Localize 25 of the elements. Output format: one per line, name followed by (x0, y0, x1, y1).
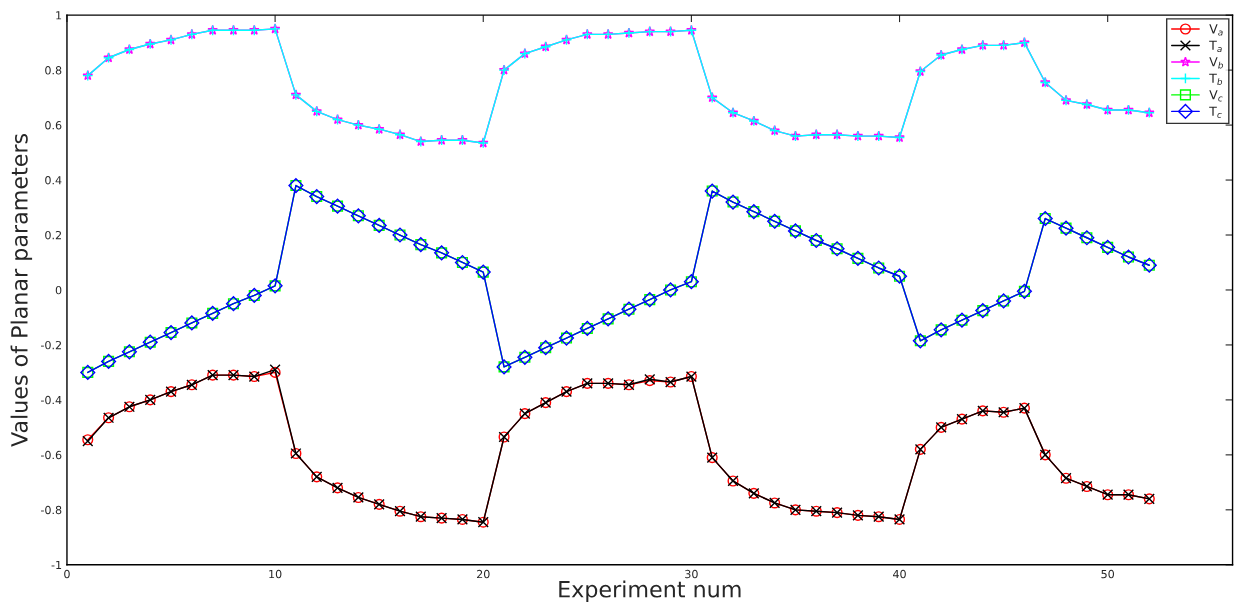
legend-label: T$_{b}$ (1209, 73, 1223, 85)
legend-label: T$_{a}$ (1209, 40, 1222, 53)
legend-label: V$_{c}$ (1209, 90, 1223, 102)
x-tick-label: 0 (64, 569, 70, 579)
x-tick-label: 30 (685, 569, 698, 579)
x-tick-label: 40 (893, 569, 906, 579)
x-tick-label: 10 (269, 569, 282, 579)
y-tick-label: 0.2 (45, 230, 61, 240)
y-tick-label: -0.4 (40, 395, 62, 405)
x-axis-title: Experiment num (559, 580, 741, 602)
y-tick-label: -0.2 (40, 340, 61, 350)
y-axis-title: Values of Planar parameters (10, 133, 33, 447)
y-tick-label: 1 (56, 11, 62, 20)
y-tick-label: -0.8 (40, 505, 62, 515)
y-tick-label: -1 (51, 560, 62, 570)
legend-label: T$_{c}$ (1209, 106, 1222, 118)
legend-label: V$_{b}$ (1209, 57, 1223, 69)
x-tick-label: 50 (1101, 569, 1115, 579)
y-tick-label: -0.6 (40, 450, 62, 460)
y-tick-label: 0.4 (45, 176, 62, 185)
y-tick-label: 0.6 (45, 121, 62, 130)
y-tick-label: 0 (55, 285, 62, 295)
legend-label: V$_{a}$ (1209, 24, 1223, 36)
y-tick-label: 0.8 (45, 66, 62, 75)
x-tick-label: 20 (476, 569, 490, 579)
